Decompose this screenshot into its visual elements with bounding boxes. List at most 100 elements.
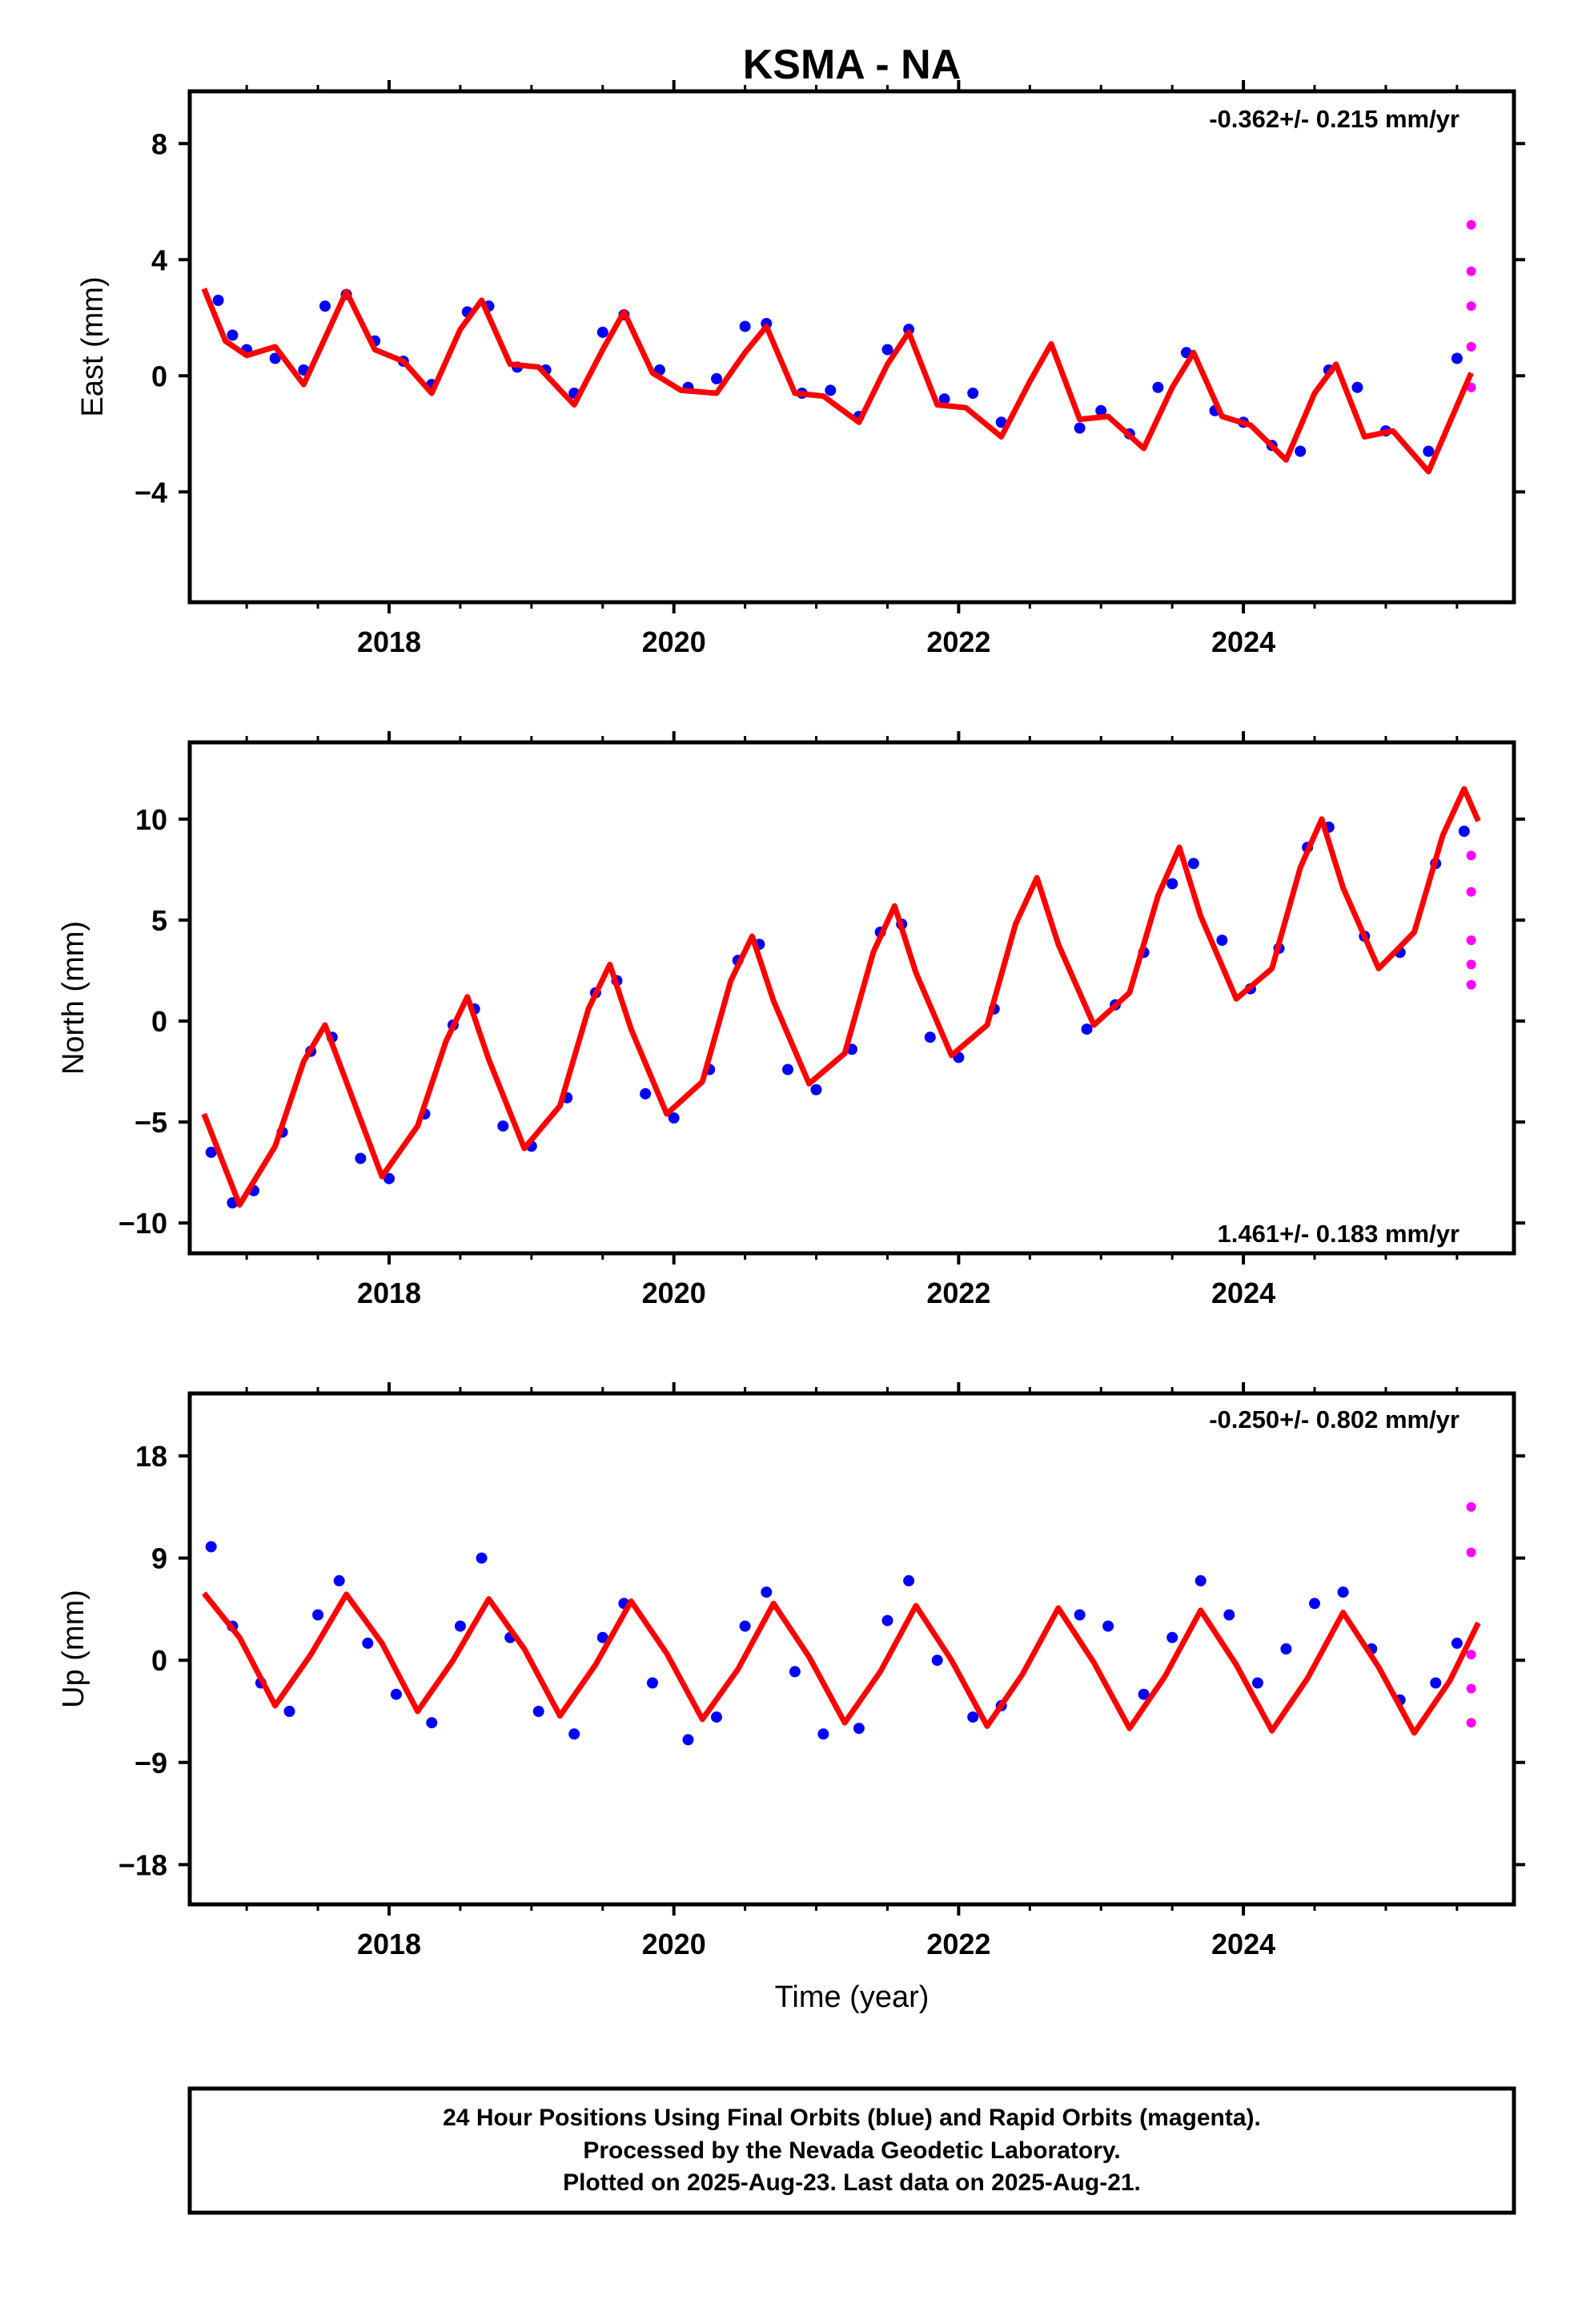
final-orbit-point [739, 1620, 751, 1632]
final-orbit-point [1074, 422, 1086, 434]
east-marks [201, 219, 1476, 475]
final-orbit-point [825, 384, 837, 396]
final-orbit-point [355, 1152, 367, 1164]
x-tick-label: 2020 [642, 1277, 706, 1309]
final-orbit-point [931, 1655, 943, 1667]
footer-line-2: Processed by the Nevada Geodetic Laborat… [583, 2137, 1120, 2164]
y-tick-label: 0 [151, 1644, 167, 1677]
footer-line-3: Plotted on 2025-Aug-23. Last data on 202… [563, 2169, 1141, 2196]
final-orbit-point [924, 1031, 936, 1043]
y-tick-label: 8 [151, 127, 167, 160]
final-orbit-point [333, 1574, 345, 1586]
rapid-orbit-point [1466, 301, 1476, 312]
final-orbit-point [1166, 1631, 1178, 1643]
rapid-orbit-point [1466, 979, 1476, 990]
x-tick-label: 2022 [926, 1277, 990, 1309]
final-orbit-point [269, 352, 281, 364]
rate-annotation: 1.461+/- 0.183 mm/yr [1218, 1220, 1460, 1248]
rapid-orbit-point [1466, 887, 1476, 897]
final-orbit-point [1187, 858, 1199, 870]
final-orbit-point [1166, 878, 1178, 890]
y-tick-label: 9 [151, 1542, 167, 1575]
final-orbit-point [283, 1706, 295, 1717]
y-tick-label: 10 [135, 803, 167, 836]
final-orbit-point [938, 393, 950, 405]
final-orbit-point [668, 1112, 680, 1124]
x-tick-label: 2018 [357, 1928, 421, 1960]
final-orbit-point [640, 1088, 652, 1100]
x-tick-label: 2024 [1211, 625, 1275, 658]
final-orbit-point [532, 1706, 544, 1717]
panel-north: North (mm) 1.461+/- 0.183 mm/yr 2018 2020… [57, 731, 1525, 1309]
rapid-orbit-point [1466, 850, 1476, 861]
rapid-orbit-point [1466, 342, 1476, 352]
final-orbit-point [1251, 1677, 1263, 1689]
final-orbit-point [212, 295, 224, 306]
x-tick-label: 2018 [357, 625, 421, 658]
final-orbit-point [853, 1723, 865, 1735]
rate-annotation: -0.362+/- 0.215 mm/yr [1209, 105, 1460, 133]
final-orbit-point [1102, 1620, 1114, 1632]
plot-frame [187, 740, 1516, 1256]
final-orbit-point [881, 1614, 893, 1626]
final-orbit-point [1074, 1609, 1086, 1621]
final-orbit-point [1152, 381, 1164, 393]
final-orbit-point [1081, 1023, 1093, 1035]
rapid-orbit-point [1466, 1650, 1476, 1660]
y-tick-label: 0 [151, 1005, 167, 1038]
final-orbit-point [319, 300, 331, 312]
x-tick-label: 2022 [926, 625, 990, 658]
y-tick-label: −9 [135, 1747, 167, 1779]
final-orbit-point [903, 1574, 915, 1586]
model-fit-line [201, 287, 1474, 475]
chart-title: KSMA - NA [743, 42, 962, 88]
footer-line-1: 24 Hour Positions Using Final Orbits (bl… [443, 2105, 1261, 2131]
footer-box: 24 Hour Positions Using Final Orbits (bl… [187, 2086, 1516, 2215]
plot-frame [187, 89, 1516, 605]
final-orbit-point [1351, 381, 1363, 393]
final-orbit-point [426, 1717, 438, 1729]
x-tick-label: 2020 [642, 625, 706, 658]
y-axis-label: Up (mm) [57, 1590, 90, 1708]
final-orbit-point [647, 1677, 658, 1689]
final-orbit-point [1223, 1609, 1235, 1621]
rapid-orbit-point [1466, 959, 1476, 970]
final-orbit-point [1280, 1643, 1292, 1655]
x-tick-label: 2018 [357, 1277, 421, 1309]
y-tick-label: 18 [135, 1440, 167, 1473]
final-orbit-point [761, 1586, 773, 1598]
x-tick-label: 2022 [926, 1928, 990, 1960]
final-orbit-point [312, 1609, 324, 1621]
final-orbit-point [967, 388, 979, 399]
model-fit-line [202, 1591, 1481, 1736]
footer-frame [187, 2086, 1516, 2215]
final-orbit-point [711, 372, 722, 384]
final-orbit-point [454, 1620, 466, 1632]
x-tick-label: 2020 [642, 1928, 706, 1960]
final-orbit-point [1138, 1688, 1150, 1700]
final-orbit-point [682, 1734, 694, 1746]
rapid-orbit-point [1466, 1502, 1476, 1512]
final-orbit-point [390, 1688, 402, 1700]
rapid-orbit-point [1466, 266, 1476, 276]
north-marks [201, 786, 1481, 1208]
y-tick-label: −5 [135, 1106, 167, 1139]
rapid-orbit-point [1466, 219, 1476, 230]
y-tick-label: −4 [135, 476, 167, 509]
final-orbit-point [1295, 445, 1307, 457]
final-orbit-point [1430, 1677, 1442, 1689]
up-marks [202, 1502, 1481, 1746]
final-orbit-point [782, 1063, 793, 1076]
rapid-orbit-point [1466, 1683, 1476, 1694]
final-orbit-point [596, 1631, 608, 1643]
final-orbit-point [789, 1666, 801, 1678]
y-tick-label: 4 [151, 243, 167, 276]
final-orbit-point [995, 416, 1007, 428]
final-orbit-point [205, 1146, 217, 1158]
final-orbit-point [1095, 404, 1107, 416]
final-orbit-point [711, 1711, 722, 1723]
final-orbit-point [383, 1172, 395, 1184]
final-orbit-point [817, 1728, 829, 1740]
final-orbit-point [810, 1084, 822, 1096]
